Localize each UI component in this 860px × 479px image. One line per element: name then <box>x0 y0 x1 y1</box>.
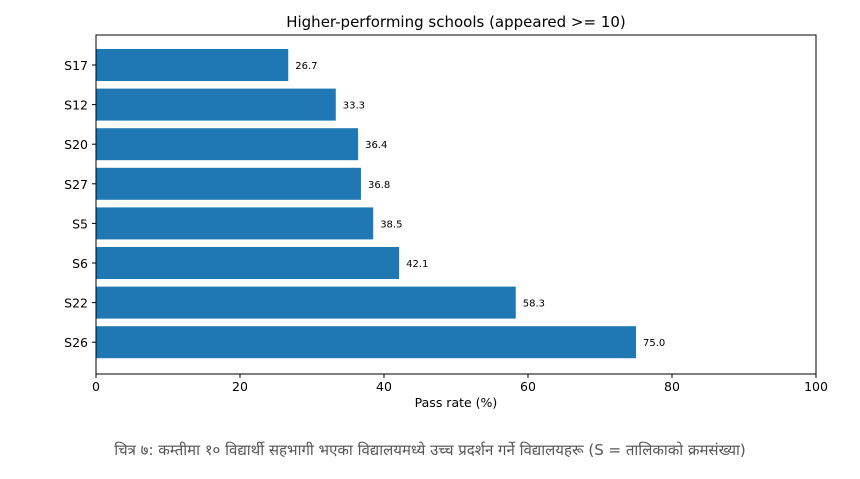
y-tick-label: S17 <box>64 58 88 73</box>
bar-chart: Higher-performing schools (appeared >= 1… <box>64 13 828 410</box>
y-tick-label: S26 <box>64 335 88 350</box>
y-tick-label: S27 <box>64 177 88 192</box>
bar <box>96 247 400 279</box>
x-tick-label: 60 <box>520 379 536 394</box>
x-tick-label: 40 <box>376 379 392 394</box>
figure-caption: चित्र ७: कम्तीमा १० विद्यार्थी सहभागी भए… <box>114 441 746 459</box>
bar <box>96 167 361 200</box>
bar <box>96 326 636 359</box>
data-label: 36.4 <box>365 140 387 151</box>
plot-frame <box>95 34 817 375</box>
data-label: 58.3 <box>523 299 545 310</box>
y-tick-label: S12 <box>64 98 88 113</box>
x-tick-label: 80 <box>664 379 680 394</box>
data-label: 26.7 <box>295 61 317 72</box>
y-tick-label: S22 <box>64 296 88 311</box>
y-tick-label: S6 <box>72 256 88 271</box>
data-label: 33.3 <box>343 101 365 112</box>
x-axis-label: Pass rate (%) <box>415 395 498 410</box>
y-tick-label: S5 <box>72 216 88 231</box>
x-tick-label: 100 <box>804 379 828 394</box>
bar <box>96 49 289 81</box>
data-label: 36.8 <box>368 180 390 191</box>
y-tick-label: S20 <box>64 137 88 152</box>
data-label: 75.0 <box>643 338 665 349</box>
bar <box>96 286 516 319</box>
x-tick-label: 0 <box>92 379 100 394</box>
data-label: 42.1 <box>406 259 428 270</box>
bar <box>96 207 374 240</box>
bar <box>96 88 336 121</box>
chart-title: Higher-performing schools (appeared >= 1… <box>286 13 626 31</box>
data-label: 38.5 <box>380 219 402 230</box>
x-tick-label: 20 <box>232 379 248 394</box>
bar <box>96 128 359 161</box>
